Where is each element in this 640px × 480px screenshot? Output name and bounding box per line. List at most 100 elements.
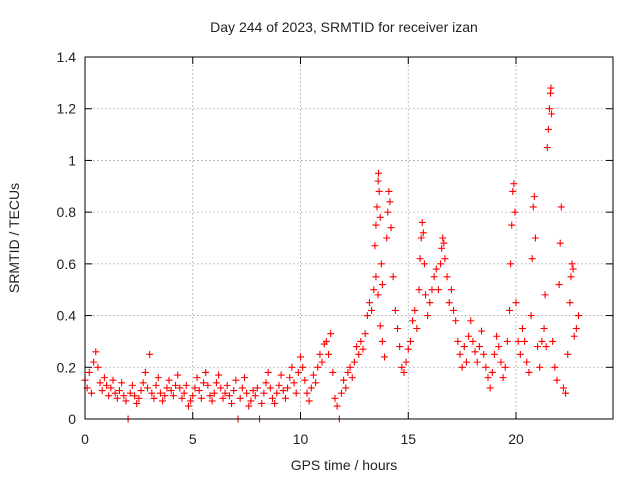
data-point <box>437 260 445 268</box>
data-point <box>375 169 383 177</box>
data-point <box>402 358 410 366</box>
data-point <box>337 389 345 397</box>
data-point <box>541 291 549 299</box>
data-point <box>284 384 292 392</box>
tick-labels: 0 0.2 0.4 0.6 0.8 1 1.2 1.4 0 5 10 15 20 <box>57 49 524 447</box>
data-point <box>172 381 180 389</box>
data-point <box>191 384 199 392</box>
data-point <box>193 374 201 382</box>
data-point <box>312 379 320 387</box>
data-point <box>374 177 382 185</box>
data-point <box>333 402 341 410</box>
data-point <box>322 337 330 345</box>
data-point <box>454 337 462 345</box>
data-point <box>383 234 391 242</box>
data-point <box>465 332 473 340</box>
data-point <box>373 203 381 211</box>
data-point <box>536 363 544 371</box>
data-point <box>288 363 296 371</box>
data-point <box>305 397 313 405</box>
data-point <box>268 394 276 402</box>
data-point <box>316 350 324 358</box>
data-point <box>228 399 236 407</box>
data-point <box>96 379 104 387</box>
data-point <box>471 348 479 356</box>
data-point <box>456 350 464 358</box>
data-point <box>169 392 177 400</box>
data-point <box>342 384 350 392</box>
data-point <box>258 399 266 407</box>
data-point <box>111 389 119 397</box>
data-point <box>422 291 430 299</box>
data-point <box>189 392 197 400</box>
x-tick-label: 20 <box>508 431 524 447</box>
data-point <box>375 187 383 195</box>
data-point <box>90 358 98 366</box>
data-point <box>262 379 270 387</box>
data-point <box>439 234 447 242</box>
data-point <box>530 193 538 201</box>
data-point <box>120 392 128 400</box>
data-point <box>131 392 139 400</box>
data-point <box>230 387 238 395</box>
data-point <box>225 392 233 400</box>
data-point <box>290 379 298 387</box>
data-point <box>200 379 208 387</box>
data-point <box>478 327 486 335</box>
data-point <box>549 337 557 345</box>
data-point <box>148 389 156 397</box>
data-point <box>301 376 309 384</box>
data-point <box>418 218 426 226</box>
data-point <box>141 368 149 376</box>
data-point <box>344 368 352 376</box>
data-point <box>249 387 257 395</box>
data-point <box>372 273 380 281</box>
data-point <box>180 389 188 397</box>
data-point <box>426 299 434 307</box>
data-point <box>521 337 529 345</box>
data-point <box>297 353 305 361</box>
data-point <box>467 317 475 325</box>
data-point <box>100 374 108 382</box>
data-point <box>562 389 570 397</box>
data-point <box>416 255 424 263</box>
data-point <box>490 350 498 358</box>
data-point <box>137 387 145 395</box>
data-point <box>566 299 574 307</box>
data-point <box>371 242 379 250</box>
data-point <box>219 394 227 402</box>
data-point <box>538 337 546 345</box>
data-point <box>210 389 218 397</box>
data-point <box>542 343 550 351</box>
data-point <box>531 234 539 242</box>
data-point <box>238 384 246 392</box>
data-point <box>314 363 322 371</box>
data-point <box>452 317 460 325</box>
data-point <box>559 384 567 392</box>
data-point <box>277 371 285 379</box>
data-point <box>85 368 93 376</box>
data-point <box>217 384 225 392</box>
data-point <box>570 332 578 340</box>
data-point <box>540 325 548 332</box>
data-point <box>486 384 494 392</box>
data-point <box>567 273 575 281</box>
y-tick-label: 0.2 <box>57 359 77 375</box>
data-point <box>510 180 518 188</box>
data-point <box>271 399 279 407</box>
data-point <box>447 286 455 294</box>
data-point <box>109 376 117 384</box>
data-point <box>525 368 533 376</box>
data-point <box>441 255 449 263</box>
data-point <box>154 374 162 382</box>
data-point <box>374 291 382 299</box>
data-point <box>572 325 580 332</box>
data-point <box>195 387 203 395</box>
data-point <box>329 368 337 376</box>
grid <box>85 57 613 419</box>
data-point <box>389 273 397 281</box>
data-point <box>376 322 384 330</box>
data-point <box>551 363 559 371</box>
data-point <box>128 381 136 389</box>
data-point <box>325 350 333 358</box>
